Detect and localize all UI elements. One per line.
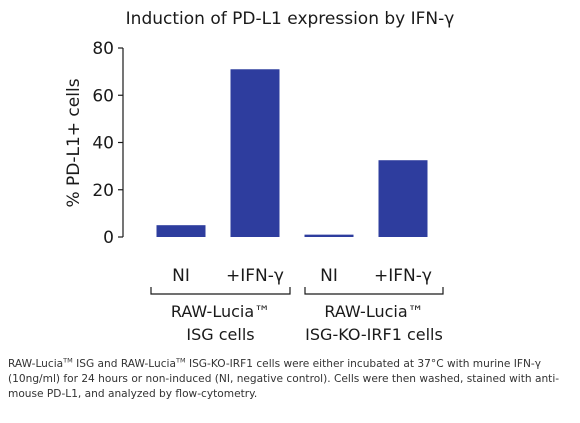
caption-text-2: ISG and RAW-Lucia xyxy=(72,358,176,370)
y-axis-label: % PD-L1+ cells xyxy=(64,78,84,207)
group-bracket xyxy=(150,287,291,295)
group-label: RAW-Lucia™ xyxy=(324,302,423,321)
bar xyxy=(378,160,428,237)
y-tick-label: 0 xyxy=(103,228,114,248)
group-bracket xyxy=(304,287,444,295)
bar xyxy=(304,234,354,237)
bar xyxy=(230,69,280,237)
y-tick-label: 40 xyxy=(92,134,114,154)
x-category-label: NI xyxy=(320,266,338,286)
y-axis-ticks: 0 20 40 60 80 xyxy=(92,39,123,248)
y-tick-label: 80 xyxy=(92,39,114,59)
group-label: ISG cells xyxy=(186,325,254,344)
group-brackets: RAW-Lucia™ ISG cells RAW-Lucia™ ISG-KO-IRF1… xyxy=(150,287,444,344)
group-label: RAW-Lucia™ xyxy=(171,302,270,321)
x-category-label: +IFN-γ xyxy=(226,266,284,286)
y-tick-label: 60 xyxy=(92,86,114,106)
bars xyxy=(156,69,428,237)
pd-l1-bar-chart: Induction of PD-L1 expression by IFN-γ %… xyxy=(64,9,455,344)
chart-title: Induction of PD-L1 expression by IFN-γ xyxy=(126,9,455,29)
x-category-label: +IFN-γ xyxy=(374,266,432,286)
y-tick-label: 20 xyxy=(92,181,114,201)
x-category-label: NI xyxy=(172,266,190,286)
caption-text-3: ISG-KO-IRF1 cells were either incubated … xyxy=(8,358,560,400)
bar xyxy=(156,225,206,237)
caption-text-1: RAW-Lucia xyxy=(8,358,64,370)
trademark-mark-2: TM xyxy=(176,356,186,365)
trademark-mark-1: TM xyxy=(63,356,73,365)
group-label: ISG-KO-IRF1 cells xyxy=(305,325,443,344)
category-labels: NI +IFN-γ NI +IFN-γ xyxy=(172,266,432,286)
figure-caption: RAW-LuciaTM ISG and RAW-LuciaTM ISG-KO-I… xyxy=(8,357,574,402)
